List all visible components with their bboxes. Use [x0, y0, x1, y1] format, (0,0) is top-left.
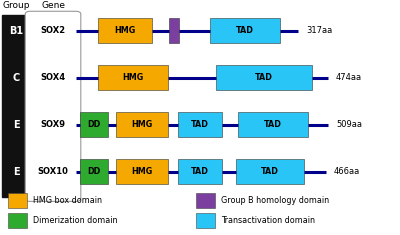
Text: Dimerization domain: Dimerization domain: [33, 216, 118, 225]
Bar: [196, 213, 215, 228]
Text: C: C: [12, 73, 20, 82]
Text: HMG: HMG: [131, 167, 153, 176]
Bar: [236, 159, 304, 184]
Bar: [8, 213, 27, 228]
Text: TAD: TAD: [191, 120, 209, 129]
Text: Group: Group: [2, 1, 30, 10]
Bar: [116, 159, 168, 184]
Bar: [210, 18, 280, 43]
Text: TAD: TAD: [255, 73, 273, 82]
Bar: [178, 159, 222, 184]
Text: DD: DD: [87, 120, 101, 129]
Bar: [196, 193, 215, 208]
Text: 509aa: 509aa: [336, 120, 362, 129]
Text: E: E: [13, 167, 19, 176]
Text: E: E: [13, 120, 19, 129]
Bar: [216, 65, 312, 90]
Bar: [80, 159, 108, 184]
Text: TAD: TAD: [236, 26, 254, 35]
Text: TAD: TAD: [264, 120, 282, 129]
Bar: [238, 112, 308, 137]
Text: Transactivation domain: Transactivation domain: [221, 216, 315, 225]
Text: 317aa: 317aa: [306, 26, 332, 35]
Bar: [169, 18, 179, 43]
Text: Group B homoIogy domain: Group B homoIogy domain: [221, 196, 329, 205]
Bar: [8, 193, 27, 208]
Text: SOX9: SOX9: [40, 120, 66, 129]
Text: SOX4: SOX4: [40, 73, 66, 82]
Bar: [2, 15, 30, 197]
Text: B1: B1: [9, 26, 23, 35]
Text: HMG: HMG: [114, 26, 136, 35]
Text: Gene: Gene: [41, 1, 65, 10]
Text: TAD: TAD: [261, 167, 279, 176]
Text: HMG: HMG: [122, 73, 144, 82]
FancyBboxPatch shape: [25, 11, 81, 201]
Text: 466aa: 466aa: [334, 167, 360, 176]
Text: TAD: TAD: [191, 167, 209, 176]
Bar: [80, 112, 108, 137]
Text: DD: DD: [87, 167, 101, 176]
Text: HMG box domain: HMG box domain: [33, 196, 102, 205]
Bar: [116, 112, 168, 137]
Text: 474aa: 474aa: [336, 73, 362, 82]
Bar: [178, 112, 222, 137]
Bar: [98, 65, 168, 90]
Text: HMG: HMG: [131, 120, 153, 129]
Bar: [98, 18, 152, 43]
Text: SOX2: SOX2: [40, 26, 66, 35]
Text: SOX10: SOX10: [38, 167, 68, 176]
